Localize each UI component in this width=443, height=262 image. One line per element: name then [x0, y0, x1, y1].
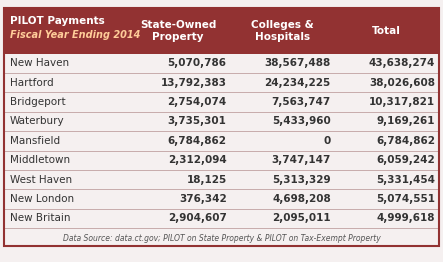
Text: 3,735,301: 3,735,301: [168, 117, 227, 127]
Text: West Haven: West Haven: [10, 174, 72, 184]
Text: 4,999,618: 4,999,618: [377, 213, 435, 223]
Text: New Haven: New Haven: [10, 58, 69, 68]
Text: Total: Total: [372, 26, 401, 36]
Text: 2,095,011: 2,095,011: [272, 213, 331, 223]
Text: 7,563,747: 7,563,747: [272, 97, 331, 107]
Text: Mansfield: Mansfield: [10, 136, 60, 146]
Text: 5,074,551: 5,074,551: [376, 194, 435, 204]
Text: 6,784,862: 6,784,862: [167, 136, 227, 146]
Text: 376,342: 376,342: [179, 194, 227, 204]
Text: 9,169,261: 9,169,261: [377, 117, 435, 127]
Text: New Britain: New Britain: [10, 213, 70, 223]
Text: 10,317,821: 10,317,821: [369, 97, 435, 107]
Text: 6,784,862: 6,784,862: [376, 136, 435, 146]
Text: Middletown: Middletown: [10, 155, 70, 165]
Text: Data Source: data.ct.gov; PILOT on State Property & PILOT on Tax-Exempt Property: Data Source: data.ct.gov; PILOT on State…: [62, 234, 381, 243]
Text: 3,747,147: 3,747,147: [272, 155, 331, 165]
Text: 4,698,208: 4,698,208: [272, 194, 331, 204]
FancyBboxPatch shape: [4, 8, 439, 54]
Text: 2,312,094: 2,312,094: [168, 155, 227, 165]
Text: New London: New London: [10, 194, 74, 204]
Text: 5,070,786: 5,070,786: [167, 58, 227, 68]
Text: 5,331,454: 5,331,454: [376, 174, 435, 184]
Text: PILOT Payments: PILOT Payments: [10, 16, 105, 26]
Text: 13,792,383: 13,792,383: [161, 78, 227, 88]
Text: 43,638,274: 43,638,274: [369, 58, 435, 68]
Text: 24,234,225: 24,234,225: [264, 78, 331, 88]
Text: State-Owned
Property: State-Owned Property: [140, 20, 216, 42]
Text: 6,059,242: 6,059,242: [376, 155, 435, 165]
Text: 18,125: 18,125: [187, 174, 227, 184]
Text: Hartford: Hartford: [10, 78, 53, 88]
Text: 0: 0: [323, 136, 331, 146]
Text: Bridgeport: Bridgeport: [10, 97, 66, 107]
Text: Waterbury: Waterbury: [10, 117, 64, 127]
Text: Colleges &
Hospitals: Colleges & Hospitals: [251, 20, 314, 42]
Text: 38,567,488: 38,567,488: [264, 58, 331, 68]
Text: 38,026,608: 38,026,608: [369, 78, 435, 88]
Text: 2,904,607: 2,904,607: [168, 213, 227, 223]
Text: 5,433,960: 5,433,960: [272, 117, 331, 127]
Text: 5,313,329: 5,313,329: [272, 174, 331, 184]
Text: Fiscal Year Ending 2014: Fiscal Year Ending 2014: [10, 30, 140, 40]
Text: 2,754,074: 2,754,074: [167, 97, 227, 107]
